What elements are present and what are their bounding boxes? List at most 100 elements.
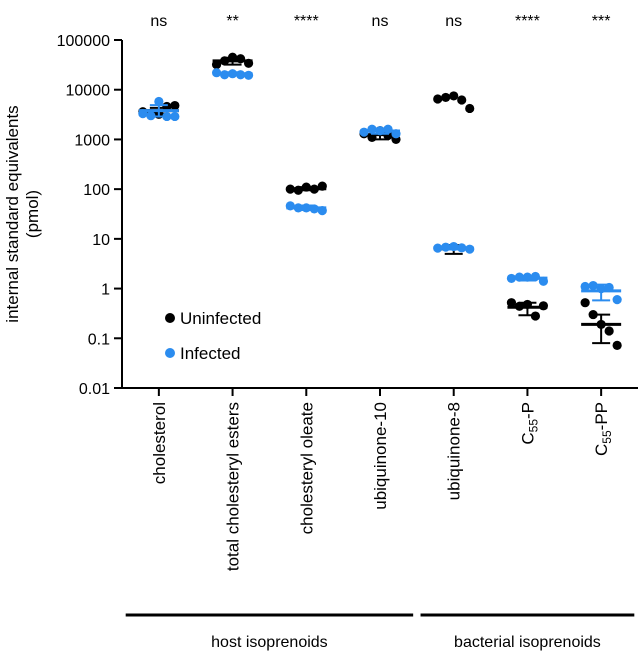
data-point-uninfected [530,311,541,321]
data-point-infected [170,111,180,122]
data-point-infected [612,295,622,305]
significance-label: ns [372,13,389,30]
data-point-infected [219,70,230,80]
data-point-infected [530,271,541,282]
data-point-infected [146,111,156,121]
data-point-infected [441,242,451,252]
significance-label: **** [294,13,319,30]
category-label: total cholesteryl esters [224,402,243,571]
data-point-uninfected [449,91,459,101]
data-point-uninfected [433,94,443,104]
data-point-infected [243,70,254,80]
data-point-uninfected [441,92,451,103]
group-label: bacterial isoprenoids [454,634,601,651]
category-label: ubiquinone-10 [371,402,390,510]
y-axis-label-line-2: (pmol) [23,190,42,238]
data-point-uninfected [211,60,222,70]
category-label: C55-PP [592,402,614,456]
data-point-infected [211,68,222,78]
data-point-infected [604,282,614,293]
data-point-infected [449,241,459,252]
legend-label-uninfected: Uninfected [180,309,261,328]
data-point-infected [465,244,475,254]
data-point-infected [383,124,393,134]
data-point-uninfected [580,298,590,308]
y-tick-label: 0.1 [88,331,110,348]
data-point-infected [317,206,327,216]
data-point-infected [301,203,311,213]
y-tick-label: 100 [83,182,110,199]
data-point-infected [391,129,401,139]
data-point-infected [588,280,598,291]
data-point-infected [457,243,467,253]
significance-labels: ns ** **** ns ns **** *** [150,13,610,30]
group-label: host isoprenoids [211,634,328,651]
data-point-infected [359,127,369,137]
data-point-uninfected [538,301,549,311]
data-point-infected [138,109,148,119]
data-point-infected [235,70,246,80]
y-tick-label: 0.01 [79,381,110,398]
data-point-uninfected [367,132,377,142]
data-point-uninfected [317,181,327,191]
significance-label: ns [445,13,462,30]
legend-marker-uninfected [165,313,175,323]
significance-label: ns [150,13,167,30]
data-point-uninfected [612,340,622,350]
y-tick-label: 100000 [57,33,110,50]
y-tick-label: 1 [101,282,110,299]
data-point-infected [375,126,385,136]
data-point-uninfected [309,184,319,194]
data-point-infected [580,281,590,292]
data-point-infected [162,111,172,122]
axes [121,40,638,396]
data-point-infected [367,124,377,134]
data-point-uninfected [293,185,303,195]
y-axis-ticks: 0.01 0.1 1 10 100 1000 10000 100000 [57,33,122,398]
data-point-uninfected [506,298,517,308]
data-point-infected [309,204,319,214]
legend-marker-infected [165,348,175,358]
data-point-uninfected [457,95,467,105]
data-point-uninfected [596,319,606,330]
data-point-uninfected [285,184,295,194]
category-label: ubiquinone-8 [445,402,464,500]
data-point-uninfected [219,56,230,66]
data-point-uninfected [522,299,533,310]
category-label: cholesteryl oleate [297,402,316,534]
data-point-uninfected [604,326,614,336]
y-tick-label: 10 [92,232,110,249]
data-point-uninfected [235,54,246,64]
significance-label: ** [226,13,238,30]
data-point-uninfected [243,58,254,68]
category-label: C55-P [518,402,540,445]
data-point-uninfected [514,301,525,311]
data-point-uninfected [227,52,238,62]
data-point-uninfected [301,182,311,192]
significance-label: **** [515,13,540,30]
group-brackets: host isoprenoids bacterial isoprenoids [125,613,635,651]
data-point-uninfected [465,103,475,114]
y-tick-label: 10000 [66,83,111,100]
data-point-infected [154,96,164,107]
category-label: cholesterol [150,402,169,484]
data-point-uninfected [588,309,598,320]
data-point-infected [596,283,606,294]
data-point-infected [506,273,517,284]
data-point-infected [285,201,295,211]
legend: Uninfected Infected [165,309,261,363]
data-point-infected [227,69,238,79]
x-axis-category-labels: cholesterol total cholesteryl esters chole… [150,402,614,571]
data-point-infected [293,203,303,213]
data-marks [138,52,622,350]
data-point-infected [522,272,533,282]
y-tick-label: 1000 [74,132,110,149]
y-axis-label-line-1: internal standard equivalents [3,105,22,322]
data-point-infected [514,272,525,282]
data-point-infected [433,243,443,253]
data-point-uninfected [170,100,180,111]
data-point-infected [538,276,549,286]
legend-label-infected: Infected [180,344,241,363]
significance-label: *** [592,13,611,30]
